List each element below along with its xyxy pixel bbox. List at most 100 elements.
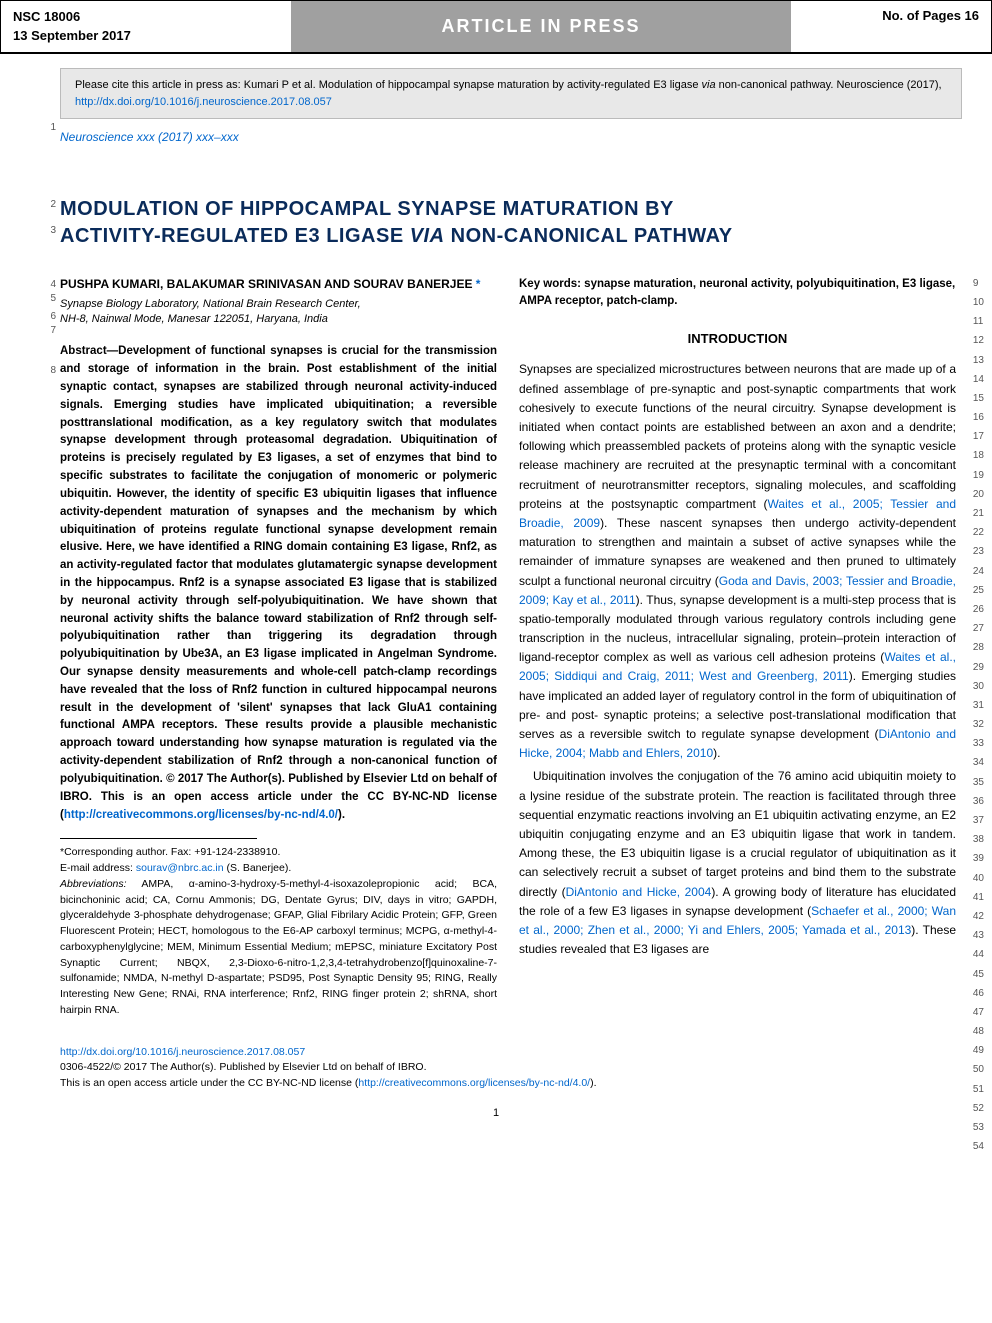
line-number: 1 — [34, 121, 56, 135]
abstract-text: Abstract—Development of functional synap… — [60, 345, 497, 820]
line-number: 25 — [973, 583, 984, 602]
line-number: 39 — [973, 851, 984, 870]
line-number: 27 — [973, 621, 984, 640]
line-number: 28 — [973, 640, 984, 659]
line-number: 14 — [973, 372, 984, 391]
footer-license-suffix: ). — [590, 1077, 596, 1089]
line-number: 33 — [973, 736, 984, 755]
line-number: 44 — [973, 947, 984, 966]
line-number: 53 — [973, 1120, 984, 1139]
line-number: 21 — [973, 506, 984, 525]
line-number: 52 — [973, 1101, 984, 1120]
line-number: 20 — [973, 487, 984, 506]
line-number: 32 — [973, 717, 984, 736]
email-suffix: (S. Banerjee). — [224, 862, 292, 874]
footer-license-link[interactable]: http://creativecommons.org/licenses/by-n… — [358, 1077, 590, 1089]
article-title: MODULATION OF HIPPOCAMPAL SYNAPSE MATURA… — [60, 196, 956, 250]
line-number: 2 — [34, 198, 56, 212]
line-number: 5 — [34, 292, 56, 306]
intro-text: ). — [713, 746, 720, 760]
line-number: 11 — [973, 314, 984, 333]
line-number: 8 — [34, 364, 56, 378]
left-column: PUSHPA KUMARI, BALAKUMAR SRINIVASAN AND … — [60, 276, 497, 1019]
line-number: 18 — [973, 448, 984, 467]
abbrev-label: Abbreviations: — [60, 878, 127, 890]
line-number: 37 — [973, 813, 984, 832]
journal-reference: Neuroscience xxx (2017) xxx–xxx — [60, 129, 962, 146]
line-number: 7 — [34, 324, 56, 338]
corresponding-mark: * — [472, 277, 480, 291]
introduction-heading: INTRODUCTION — [519, 330, 956, 348]
email-link[interactable]: sourav@nbrc.ac.in — [136, 862, 224, 874]
right-line-numbers: 9101112131415161718192021222324252627282… — [973, 276, 984, 1159]
footnote-divider — [60, 838, 257, 839]
line-number: 6 — [34, 310, 56, 324]
footer-copyright: 0306-4522/© 2017 The Author(s). Publishe… — [60, 1061, 427, 1073]
abstract: Abstract—Development of functional synap… — [60, 343, 497, 824]
line-number: 30 — [973, 679, 984, 698]
line-number: 38 — [973, 832, 984, 851]
proof-date: 13 September 2017 — [13, 27, 279, 45]
line-number: 19 — [973, 468, 984, 487]
line-number: 47 — [973, 1005, 984, 1024]
line-number: 36 — [973, 794, 984, 813]
title-line1: MODULATION OF HIPPOCAMPAL SYNAPSE MATURA… — [60, 198, 674, 220]
intro-text: Synapses are specialized microstructures… — [519, 362, 956, 510]
affil-line1: Synapse Biology Laboratory, National Bra… — [60, 298, 361, 310]
line-number: 46 — [973, 986, 984, 1005]
line-number: 13 — [973, 353, 984, 372]
line-number: 15 — [973, 391, 984, 410]
line-number: 40 — [973, 871, 984, 890]
line-number: 48 — [973, 1024, 984, 1043]
line-number: 3 — [34, 224, 56, 238]
line-number: 4 — [34, 278, 56, 292]
line-number: 41 — [973, 890, 984, 909]
keywords: Key words: synapse maturation, neuronal … — [519, 276, 956, 311]
abbreviations: Abbreviations: AMPA, α-amino-3-hydroxy-5… — [60, 877, 497, 1019]
article-in-press-banner: ARTICLE IN PRESS — [291, 1, 791, 52]
abstract-license-link[interactable]: http://creativecommons.org/licenses/by-n… — [64, 809, 338, 821]
citation-doi-link[interactable]: http://dx.doi.org/10.1016/j.neuroscience… — [75, 96, 332, 108]
affil-line2: NH-8, Nainwal Mode, Manesar 122051, Hary… — [60, 313, 328, 325]
affiliation: Synapse Biology Laboratory, National Bra… — [60, 297, 497, 328]
line-number: 51 — [973, 1082, 984, 1101]
corresponding-fax: *Corresponding author. Fax: +91-124-2338… — [60, 846, 280, 858]
line-number: 54 — [973, 1139, 984, 1158]
title-line2-pre: ACTIVITY-REGULATED E3 LIGASE VIA NON-CAN… — [60, 225, 733, 247]
authors-text: PUSHPA KUMARI, BALAKUMAR SRINIVASAN AND … — [60, 277, 472, 291]
corresponding-author: *Corresponding author. Fax: +91-124-2338… — [60, 845, 497, 877]
abstract-close: ). — [338, 809, 345, 821]
line-number: 26 — [973, 602, 984, 621]
line-number: 45 — [973, 967, 984, 986]
introduction-body: Synapses are specialized microstructures… — [519, 360, 956, 959]
footer-license-prefix: This is an open access article under the… — [60, 1077, 358, 1089]
line-number: 24 — [973, 564, 984, 583]
line-number: 34 — [973, 755, 984, 774]
authors: PUSHPA KUMARI, BALAKUMAR SRINIVASAN AND … — [60, 276, 497, 293]
line-number: 29 — [973, 660, 984, 679]
abbrev-text: AMPA, α-amino-3-hydroxy-5-methyl-4-isoxa… — [60, 878, 497, 1016]
line-number: 22 — [973, 525, 984, 544]
line-number: 31 — [973, 698, 984, 717]
line-number: 43 — [973, 928, 984, 947]
line-number: 9 — [973, 276, 984, 295]
header-left: NSC 18006 13 September 2017 — [1, 1, 291, 52]
footer-doi-link[interactable]: http://dx.doi.org/10.1016/j.neuroscience… — [60, 1046, 305, 1058]
line-number: 23 — [973, 544, 984, 563]
line-number: 17 — [973, 429, 984, 448]
citation-box: Please cite this article in press as: Ku… — [60, 68, 962, 119]
line-number: 42 — [973, 909, 984, 928]
email-label: E-mail address: — [60, 862, 136, 874]
line-number: 12 — [973, 333, 984, 352]
citation-italic: via — [702, 79, 716, 91]
line-number: 10 — [973, 295, 984, 314]
page-footer: http://dx.doi.org/10.1016/j.neuroscience… — [60, 1045, 956, 1092]
proof-header: NSC 18006 13 September 2017 ARTICLE IN P… — [0, 0, 992, 54]
citation-text: Please cite this article in press as: Ku… — [75, 79, 702, 91]
right-column: 9101112131415161718192021222324252627282… — [519, 276, 956, 1019]
line-number: 35 — [973, 775, 984, 794]
reference-link[interactable]: DiAntonio and Hicke, 2004 — [566, 885, 712, 899]
page-count: No. of Pages 16 — [791, 1, 991, 52]
citation-suffix: non-canonical pathway. Neuroscience (201… — [716, 79, 942, 91]
nsc-id: NSC 18006 — [13, 8, 279, 26]
